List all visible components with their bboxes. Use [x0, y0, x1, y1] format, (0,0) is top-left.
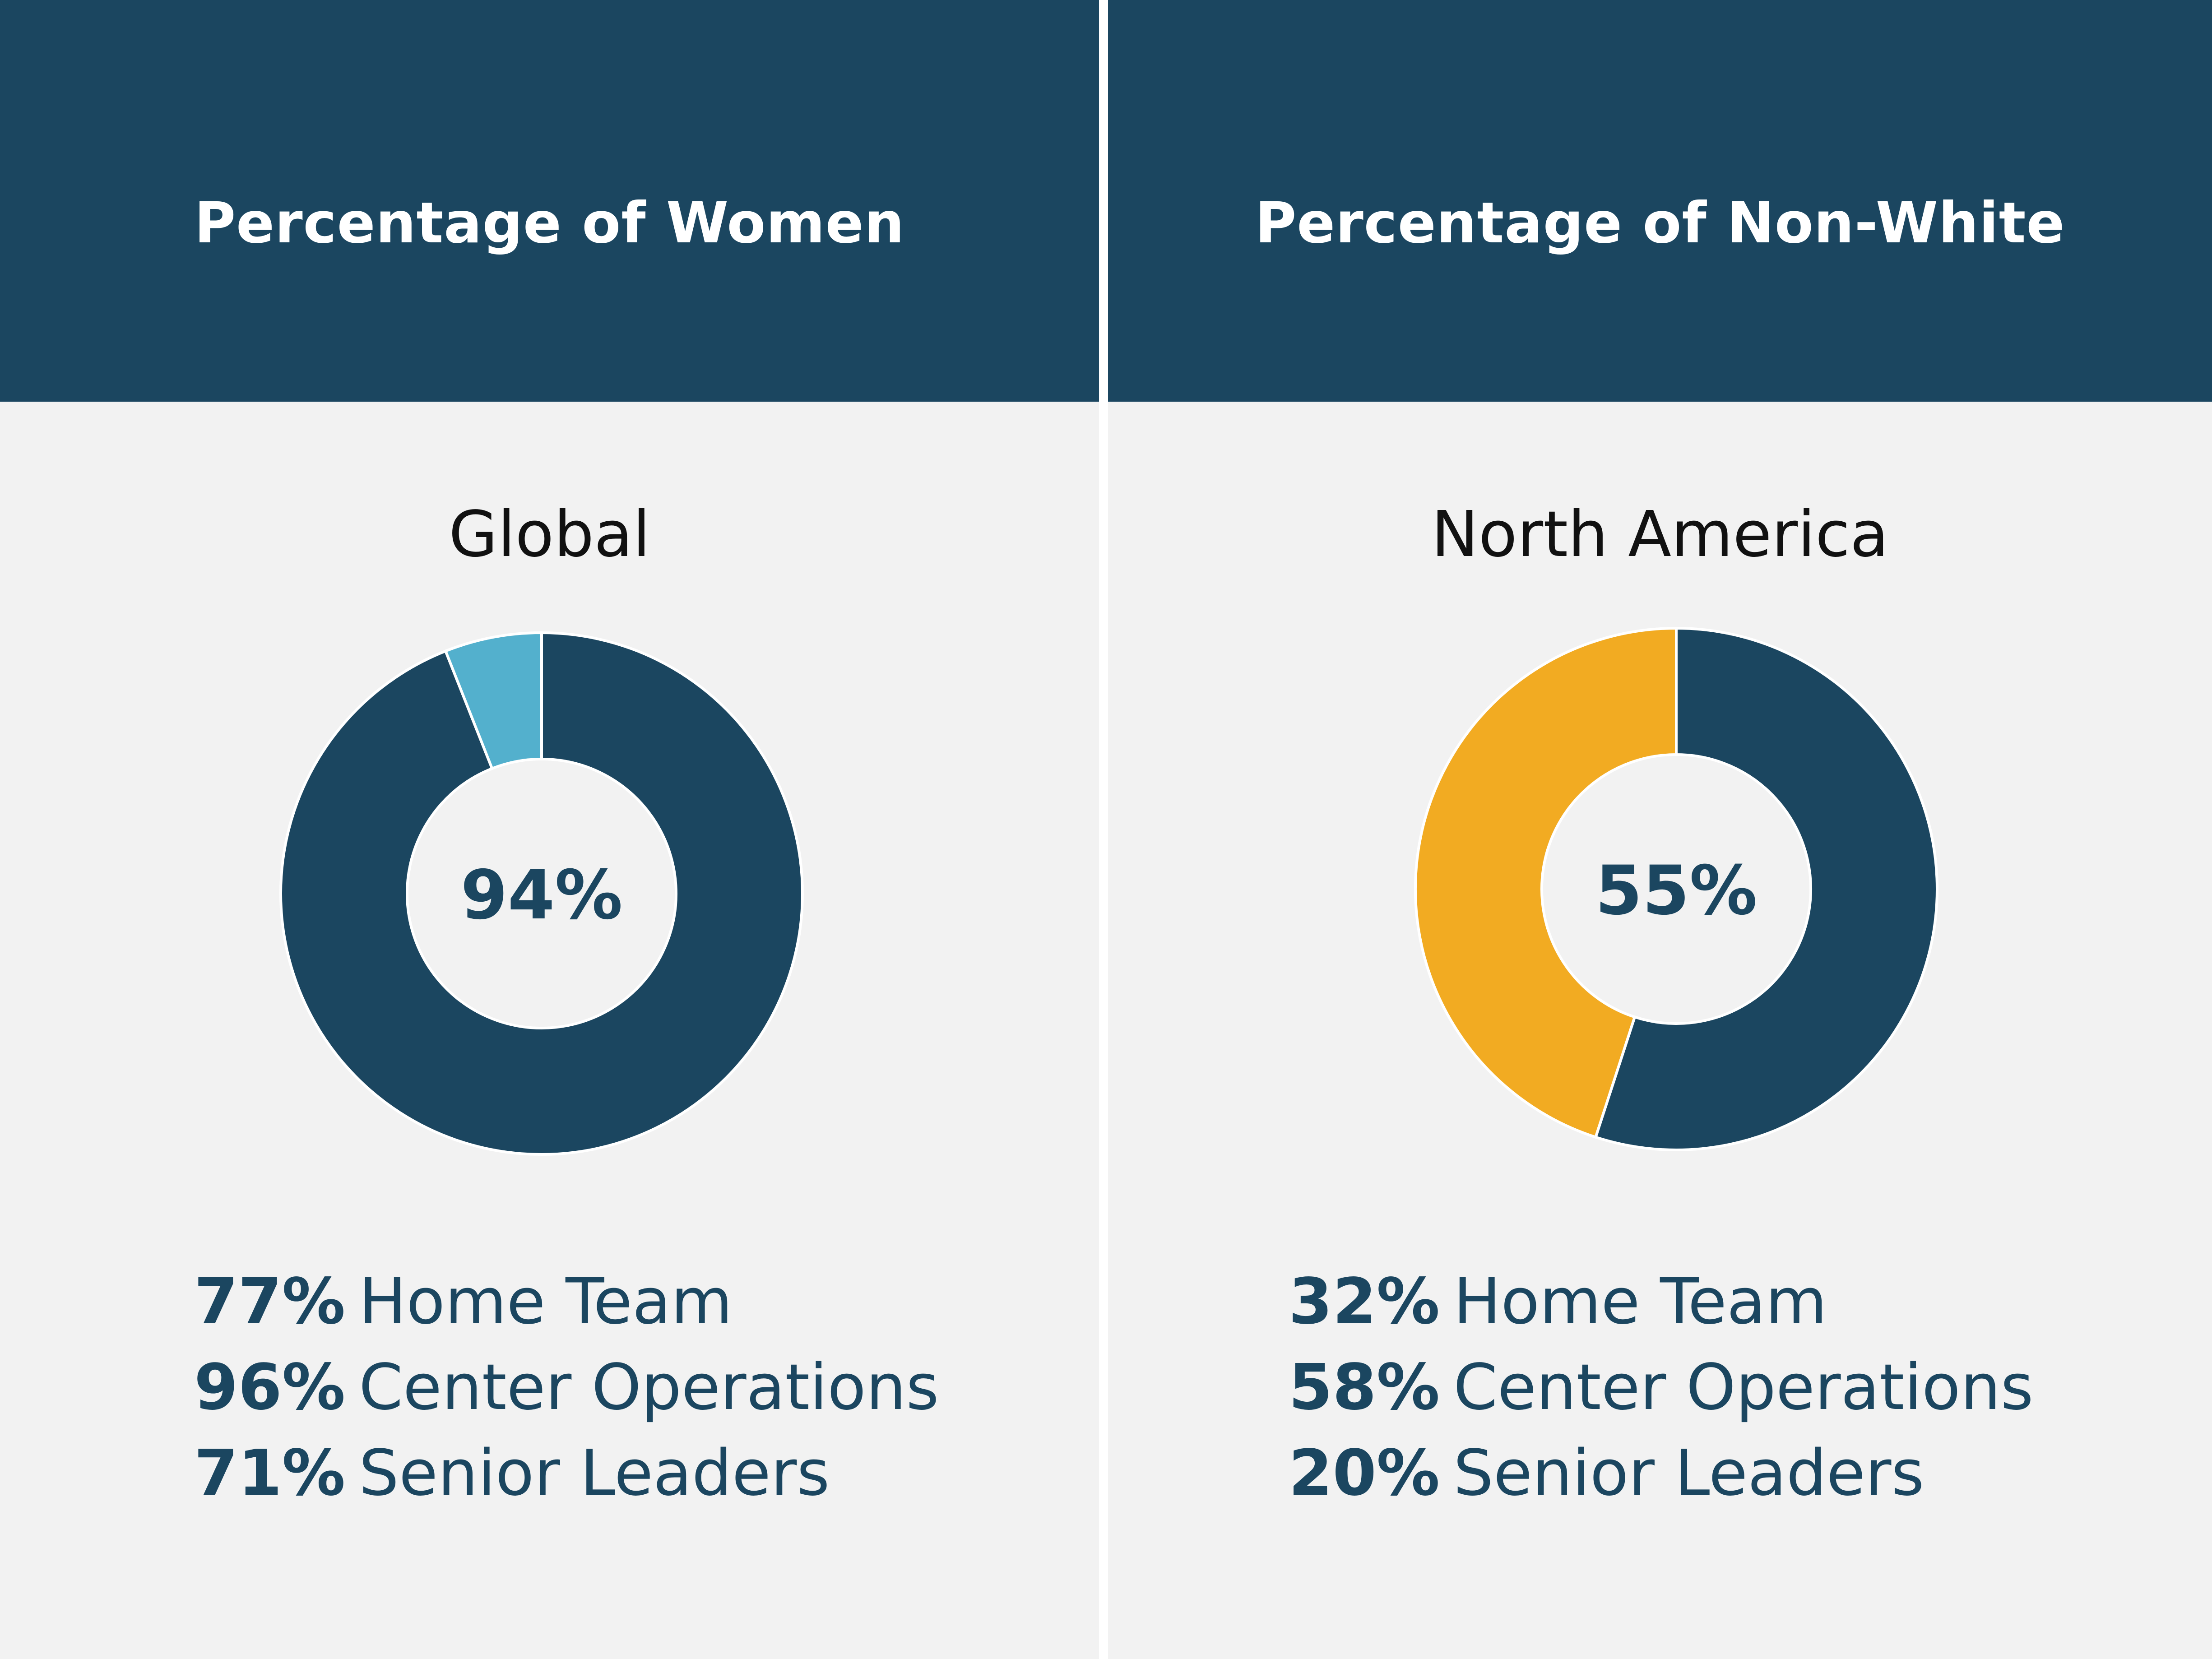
- panel-title: Percentage of Women: [194, 190, 905, 256]
- stat-row-senior-leaders: 20% Senior Leaders: [1289, 1431, 2033, 1516]
- panel-header: Percentage of Non-White: [1108, 0, 2212, 402]
- donut-slice-1: [444, 631, 543, 770]
- stat-value: 77%: [194, 1265, 346, 1339]
- stats-list-non-white: 32% Home Team 58% Center Operations 20% Sen…: [1289, 1259, 2033, 1516]
- donut-center-label: 94%: [460, 856, 622, 935]
- donut-slice-0: [279, 631, 804, 1156]
- stat-label: Senior Leaders: [1453, 1437, 1924, 1510]
- stat-label: Home Team: [359, 1265, 733, 1339]
- stat-value: 96%: [194, 1351, 346, 1424]
- donut-center-label: 55%: [1595, 852, 1757, 930]
- stat-value: 32%: [1289, 1265, 1440, 1339]
- donut-hole: [1543, 756, 1809, 1022]
- stat-row-center-operations: 58% Center Operations: [1289, 1345, 2033, 1431]
- non-white-panel: Percentage of Non-White North America 55…: [1108, 0, 2212, 1659]
- stat-value: 20%: [1289, 1437, 1440, 1510]
- donut-chart-non-white: 55%: [1414, 626, 1938, 1151]
- region-label: North America: [1431, 498, 1889, 571]
- stat-row-senior-leaders: 71% Senior Leaders: [194, 1431, 939, 1516]
- donut-chart-women: 94%: [279, 631, 804, 1156]
- stat-label: Center Operations: [1453, 1351, 2034, 1424]
- panel-title: Percentage of Non-White: [1255, 190, 2065, 256]
- donut-hole: [408, 760, 675, 1027]
- stat-label: Center Operations: [359, 1351, 939, 1424]
- region-label: Global: [449, 498, 650, 571]
- stats-list-women: 77% Home Team 96% Center Operations 71% Sen…: [194, 1259, 939, 1516]
- stat-value: 71%: [194, 1437, 346, 1510]
- women-panel: Percentage of Women Global 94% 77% Home T…: [0, 0, 1099, 1659]
- panel-header: Percentage of Women: [0, 0, 1099, 402]
- stat-row-home-team: 77% Home Team: [194, 1259, 939, 1345]
- stat-label: Senior Leaders: [359, 1437, 830, 1510]
- stat-value: 58%: [1289, 1351, 1440, 1424]
- stat-row-home-team: 32% Home Team: [1289, 1259, 2033, 1345]
- stat-row-center-operations: 96% Center Operations: [194, 1345, 939, 1431]
- donut-slice-0: [1594, 626, 1938, 1151]
- donut-slice-1: [1414, 626, 1678, 1139]
- stat-label: Home Team: [1453, 1265, 1827, 1339]
